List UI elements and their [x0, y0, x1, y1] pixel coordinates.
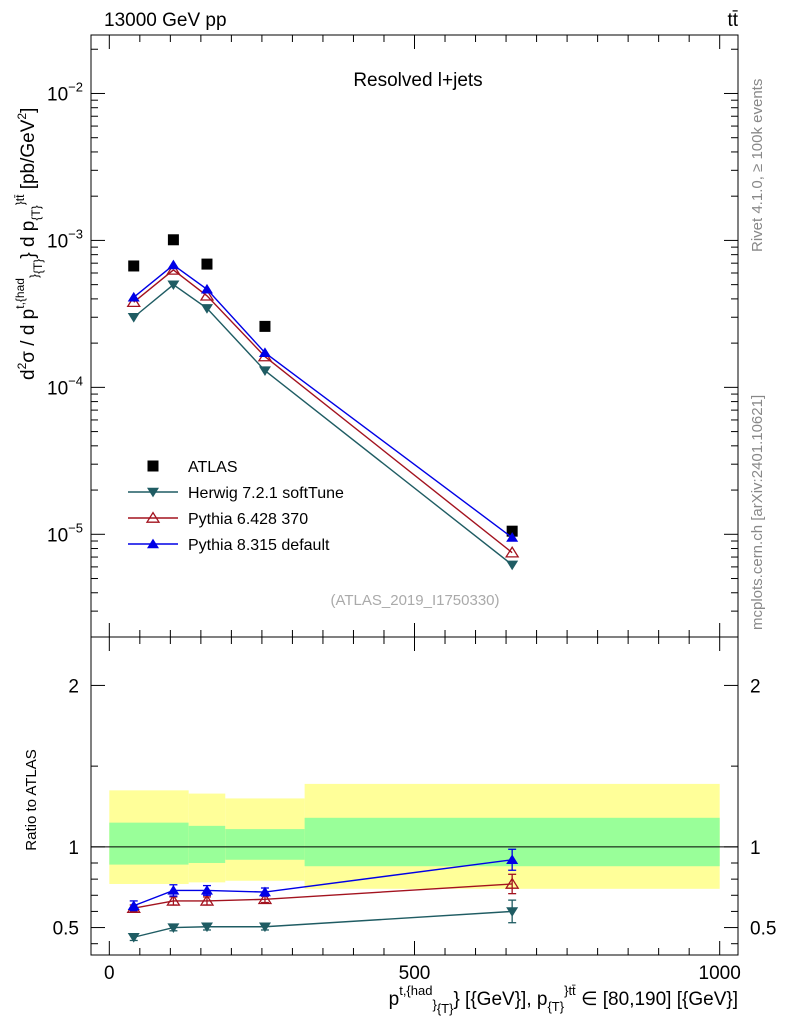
ratio-series-herwig-7-2-1-softtune [127, 899, 519, 943]
data-point [506, 907, 519, 917]
data-point [200, 304, 213, 314]
ratio-uncertainty-bands [109, 783, 720, 889]
data-point [167, 234, 179, 246]
data-point [167, 885, 180, 895]
data-point [167, 259, 180, 270]
x-axis-label: pt,{had}{T}} [{GeV}], p{T}}tt̄ ∈ [80,190… [389, 983, 738, 1016]
legend-entry: Pythia 6.428 370 [128, 511, 308, 528]
series-atlas [128, 234, 518, 537]
data-point [200, 922, 213, 933]
data-point [258, 347, 271, 357]
ratio-y-tick-label: 2 [750, 676, 761, 697]
data-point [199, 289, 215, 301]
ratio-series-line [133, 910, 513, 938]
ratio-series-group [126, 848, 520, 943]
series-line [133, 269, 513, 554]
ratio-y-tick-label: 2 [68, 676, 79, 697]
legend-label: ATLAS [188, 459, 238, 476]
data-point [506, 854, 519, 864]
ratio-series-pythia-8-315-default [127, 848, 519, 912]
main-axis-ticks [91, 35, 738, 638]
data-point [145, 511, 161, 523]
main-y-axis-label: d2σ / d pt,{had}{T}} d p{T}}tt̄ [pb/GeV2… [13, 108, 45, 380]
data-point [199, 894, 215, 906]
y-tick-label: 10−3 [47, 226, 83, 252]
data-point [167, 280, 180, 291]
data-point [201, 258, 213, 270]
x-tick-label: 500 [399, 963, 431, 984]
data-point [126, 295, 141, 308]
data-point [147, 460, 159, 472]
legend-entry: Herwig 7.2.1 softTune [128, 485, 344, 502]
legend-entry: ATLAS [147, 459, 238, 476]
data-point [257, 892, 273, 905]
main-plot-panel: 10−5 10−4 10−3 10−2 Resolved l+jets (ATLAS_… [47, 34, 739, 638]
y-tick-label: 10−2 [47, 79, 83, 105]
data-point [504, 877, 520, 889]
data-point [200, 283, 213, 294]
ratio-axis-ticks [91, 637, 738, 955]
analysis-watermark: (ATLAS_2019_I1750330) [330, 592, 499, 609]
data-point [504, 546, 520, 558]
data-point [258, 922, 271, 933]
ratio-band-inner [109, 822, 189, 865]
data-point [200, 885, 213, 895]
ratio-band-inner [188, 825, 226, 863]
x-tick-label: 1000 [699, 963, 741, 984]
ratio-y-tick-label: 0.5 [750, 919, 776, 940]
data-point [506, 532, 519, 542]
data-point [147, 487, 159, 498]
ratio-tick-labels: 0.5 0.5 1 1 2 2 0 500 1000 [53, 676, 777, 984]
ratio-y-tick-label: 1 [750, 838, 761, 859]
data-point [127, 291, 140, 302]
legend-label: Herwig 7.2.1 softTune [188, 485, 344, 502]
data-point [166, 263, 181, 275]
data-point [127, 933, 140, 943]
main-y-tick-labels: 10−5 10−4 10−3 10−2 [47, 79, 83, 546]
data-point [128, 260, 140, 272]
legend-entry: Pythia 8.315 default [128, 537, 330, 554]
data-point [506, 560, 519, 571]
main-series-group [126, 234, 520, 571]
data-point [166, 894, 181, 906]
data-point [259, 320, 271, 332]
data-point [167, 923, 180, 933]
legend-label: Pythia 6.428 370 [188, 511, 308, 528]
data-point [506, 525, 518, 537]
ratio-y-tick-label: 0.5 [53, 919, 79, 940]
y-tick-label: 10−4 [47, 373, 83, 399]
legend: ATLAS Herwig 7.2.1 softTune Pythia 6.428 3… [128, 459, 344, 554]
series-herwig-7-2-1-softtune [127, 280, 519, 571]
data-point [147, 538, 159, 549]
mcplots-label: mcplots.cern.ch [arXiv:2401.10621] [749, 395, 766, 630]
beam-label: 13000 GeV pp [104, 10, 227, 31]
process-label: tt̄ [727, 10, 738, 31]
data-point [127, 313, 140, 323]
y-tick-label: 10−5 [47, 520, 83, 546]
x-tick-label: 0 [104, 963, 115, 984]
ratio-y-axis-label: Ratio to ATLAS [23, 749, 40, 850]
series-pythia-6-428-370 [126, 263, 520, 558]
series-pythia-8-315-default [127, 259, 519, 542]
rivet-label: Rivet 4.1.0, ≥ 100k events [749, 79, 766, 252]
ratio-band-inner [225, 829, 305, 860]
ratio-series-pythia-6-428-370 [126, 873, 520, 914]
data-point [127, 900, 140, 910]
ratio-plot-panel: 0.5 0.5 1 1 2 2 0 500 1000 Ratio to ATLAS [23, 636, 777, 984]
data-point [258, 366, 271, 377]
legend-label: Pythia 8.315 default [188, 537, 330, 554]
data-point [258, 886, 271, 897]
ratio-y-tick-label: 1 [68, 838, 79, 859]
main-plot-title: Resolved l+jets [353, 70, 482, 91]
